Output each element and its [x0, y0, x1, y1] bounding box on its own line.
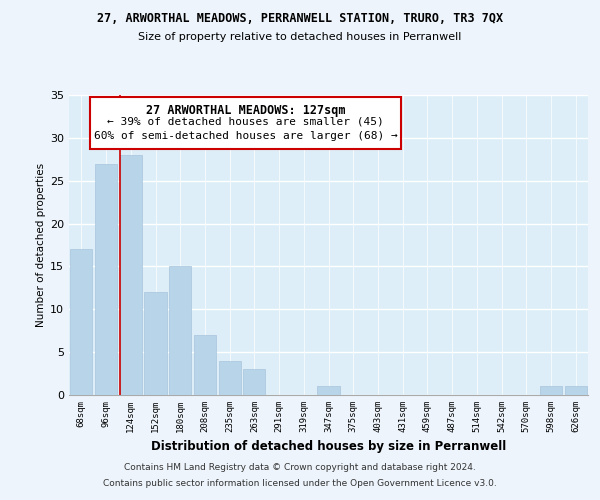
- Text: Size of property relative to detached houses in Perranwell: Size of property relative to detached ho…: [139, 32, 461, 42]
- Text: ← 39% of detached houses are smaller (45): ← 39% of detached houses are smaller (45…: [107, 117, 384, 127]
- Text: Contains HM Land Registry data © Crown copyright and database right 2024.: Contains HM Land Registry data © Crown c…: [124, 464, 476, 472]
- Bar: [317, 386, 340, 395]
- FancyBboxPatch shape: [90, 96, 401, 149]
- Bar: [218, 360, 241, 395]
- Bar: [145, 292, 167, 395]
- Bar: [119, 155, 142, 395]
- Bar: [194, 335, 216, 395]
- Bar: [565, 386, 587, 395]
- Bar: [70, 250, 92, 395]
- Bar: [243, 370, 265, 395]
- X-axis label: Distribution of detached houses by size in Perranwell: Distribution of detached houses by size …: [151, 440, 506, 454]
- Text: Contains public sector information licensed under the Open Government Licence v3: Contains public sector information licen…: [103, 478, 497, 488]
- Text: 27, ARWORTHAL MEADOWS, PERRANWELL STATION, TRURO, TR3 7QX: 27, ARWORTHAL MEADOWS, PERRANWELL STATIO…: [97, 12, 503, 26]
- Text: 60% of semi-detached houses are larger (68) →: 60% of semi-detached houses are larger (…: [94, 131, 397, 141]
- Bar: [95, 164, 117, 395]
- Y-axis label: Number of detached properties: Number of detached properties: [36, 163, 46, 327]
- Bar: [169, 266, 191, 395]
- Text: 27 ARWORTHAL MEADOWS: 127sqm: 27 ARWORTHAL MEADOWS: 127sqm: [146, 104, 345, 117]
- Bar: [540, 386, 562, 395]
